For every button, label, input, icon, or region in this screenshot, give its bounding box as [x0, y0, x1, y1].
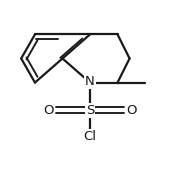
- Text: Cl: Cl: [84, 130, 96, 143]
- Text: O: O: [126, 104, 137, 117]
- Text: S: S: [86, 104, 94, 117]
- Text: O: O: [43, 104, 54, 117]
- Text: N: N: [85, 75, 95, 88]
